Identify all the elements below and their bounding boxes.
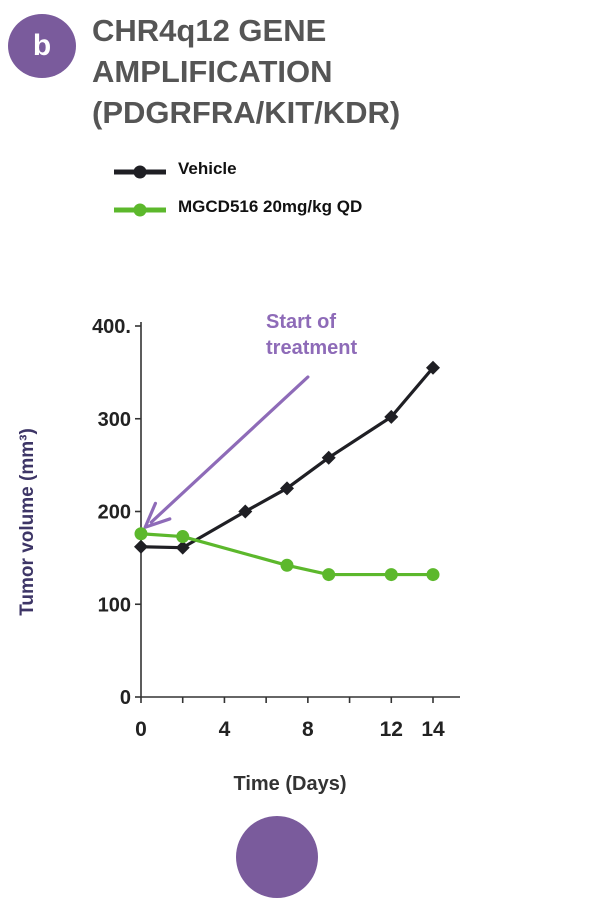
y-axis-label: Tumor volume (mm³) xyxy=(17,428,38,616)
data-point xyxy=(134,540,148,554)
annotation-arrow-shaft xyxy=(151,377,308,522)
tumor-volume-chart: 0 100 200 300 400. 0 4 8 12 14 Time (Days) Tumor vo… xyxy=(0,290,594,800)
data-point xyxy=(427,568,440,581)
x-tick-label: 12 xyxy=(380,718,403,741)
decorative-circle xyxy=(236,816,318,898)
y-tick-label: 0 xyxy=(120,687,131,709)
title-line-2: AMPLIFICATION xyxy=(92,51,562,92)
data-point xyxy=(135,527,148,540)
y-tick-label: 100 xyxy=(98,594,131,616)
x-axis-label: Time (Days) xyxy=(233,773,346,795)
x-tick-label: 4 xyxy=(219,718,231,741)
legend-label-vehicle: Vehicle xyxy=(178,159,237,179)
x-tick-label: 0 xyxy=(135,718,147,741)
data-point xyxy=(176,530,189,543)
figure-title: CHR4q12 GENE AMPLIFICATION (PDGRFRA/KIT/… xyxy=(92,10,562,133)
legend-swatch-treatment xyxy=(112,201,170,219)
x-tick-label: 8 xyxy=(302,718,314,741)
panel-label: b xyxy=(33,29,51,63)
data-point xyxy=(281,559,294,572)
data-point xyxy=(322,568,335,581)
title-line-3: (PDGRFRA/KIT/KDR) xyxy=(92,92,562,133)
y-tick-label: 400. xyxy=(92,316,131,338)
y-tick-label: 200 xyxy=(98,502,131,524)
x-tick-label: 14 xyxy=(421,718,445,741)
annotation-text-line: treatment xyxy=(266,337,357,359)
legend-swatch-vehicle xyxy=(112,163,170,181)
annotation-text-line: Start of xyxy=(266,311,336,333)
title-line-1: CHR4q12 GENE xyxy=(92,10,562,51)
y-tick-label: 300 xyxy=(98,409,131,431)
data-point xyxy=(385,568,398,581)
data-point xyxy=(238,505,252,519)
panel-label-badge: b xyxy=(8,14,76,78)
legend-label-treatment: MGCD516 20mg/kg QD xyxy=(178,197,362,217)
